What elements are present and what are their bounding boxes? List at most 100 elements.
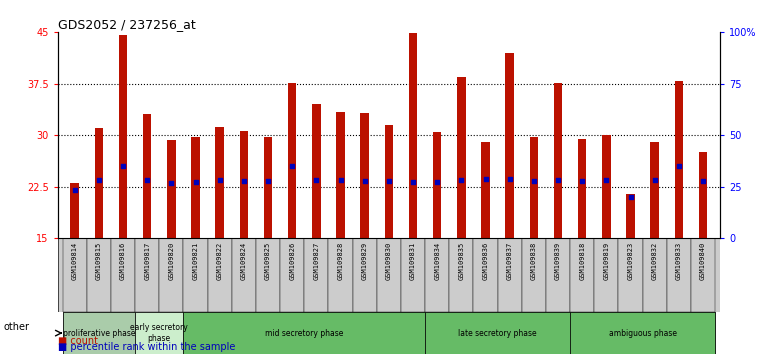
Bar bbox=[280, 239, 304, 312]
Bar bbox=[385, 125, 393, 239]
Point bbox=[141, 177, 153, 183]
Bar bbox=[481, 142, 490, 239]
Bar bbox=[216, 127, 224, 239]
Bar bbox=[626, 194, 634, 239]
Bar bbox=[312, 104, 320, 239]
Bar bbox=[288, 83, 296, 239]
Bar bbox=[167, 140, 176, 239]
Point bbox=[189, 179, 202, 185]
Point bbox=[262, 178, 274, 184]
Bar bbox=[522, 239, 546, 312]
Bar bbox=[353, 239, 377, 312]
Text: GSM109817: GSM109817 bbox=[144, 242, 150, 280]
Bar bbox=[304, 239, 329, 312]
Point bbox=[383, 178, 395, 183]
Bar bbox=[570, 239, 594, 312]
Text: GSM109819: GSM109819 bbox=[604, 242, 609, 280]
Text: GSM109831: GSM109831 bbox=[410, 242, 416, 280]
Text: GSM109838: GSM109838 bbox=[531, 242, 537, 280]
Bar bbox=[401, 239, 425, 312]
Text: GSM109830: GSM109830 bbox=[386, 242, 392, 280]
Bar bbox=[256, 239, 280, 312]
Bar bbox=[594, 239, 618, 312]
Point bbox=[527, 178, 540, 184]
Point bbox=[673, 163, 685, 169]
Bar bbox=[691, 239, 715, 312]
Bar bbox=[95, 128, 103, 239]
Bar bbox=[62, 239, 87, 312]
Bar bbox=[70, 183, 79, 239]
Bar bbox=[111, 239, 135, 312]
Bar bbox=[578, 138, 587, 239]
Point bbox=[552, 177, 564, 183]
Text: GSM109827: GSM109827 bbox=[313, 242, 320, 280]
Text: ■ percentile rank within the sample: ■ percentile rank within the sample bbox=[58, 342, 235, 353]
Text: proliferative phase: proliferative phase bbox=[62, 329, 135, 338]
Point bbox=[648, 177, 661, 183]
Bar bbox=[497, 239, 522, 312]
Text: GSM109818: GSM109818 bbox=[579, 242, 585, 280]
Text: late secretory phase: late secretory phase bbox=[458, 329, 537, 338]
Bar bbox=[208, 239, 232, 312]
Bar bbox=[546, 239, 570, 312]
Text: GSM109834: GSM109834 bbox=[434, 242, 440, 280]
Bar bbox=[183, 312, 425, 354]
Text: GSM109816: GSM109816 bbox=[120, 242, 126, 280]
Bar bbox=[433, 132, 441, 239]
Bar bbox=[183, 239, 208, 312]
Bar bbox=[505, 52, 514, 239]
Text: GSM109835: GSM109835 bbox=[458, 242, 464, 280]
Point bbox=[334, 177, 346, 183]
Point bbox=[117, 163, 129, 169]
Bar bbox=[570, 312, 715, 354]
Point bbox=[624, 194, 637, 200]
Bar bbox=[360, 113, 369, 239]
Bar bbox=[377, 239, 401, 312]
Bar bbox=[602, 135, 611, 239]
Point bbox=[600, 177, 612, 183]
Text: GSM109836: GSM109836 bbox=[483, 242, 488, 280]
Point bbox=[576, 178, 588, 184]
Bar bbox=[159, 239, 183, 312]
Text: GSM109837: GSM109837 bbox=[507, 242, 513, 280]
Text: GSM109828: GSM109828 bbox=[337, 242, 343, 280]
Point bbox=[697, 178, 709, 183]
Bar bbox=[699, 152, 708, 239]
Bar bbox=[618, 239, 643, 312]
Point bbox=[92, 177, 105, 183]
Point bbox=[213, 177, 226, 183]
Text: GSM109839: GSM109839 bbox=[555, 242, 561, 280]
Text: ambiguous phase: ambiguous phase bbox=[608, 329, 677, 338]
Text: GSM109825: GSM109825 bbox=[265, 242, 271, 280]
Text: GSM109824: GSM109824 bbox=[241, 242, 247, 280]
Text: GSM109822: GSM109822 bbox=[216, 242, 223, 280]
Text: GSM109832: GSM109832 bbox=[651, 242, 658, 280]
Bar bbox=[239, 131, 248, 239]
Point bbox=[359, 178, 371, 183]
Bar bbox=[449, 239, 474, 312]
Point bbox=[480, 176, 492, 182]
Text: GSM109840: GSM109840 bbox=[700, 242, 706, 280]
Bar bbox=[651, 142, 659, 239]
Point bbox=[407, 179, 419, 185]
Bar bbox=[135, 239, 159, 312]
Bar bbox=[119, 35, 127, 239]
Point bbox=[310, 177, 323, 183]
Text: other: other bbox=[4, 322, 30, 332]
Bar bbox=[425, 312, 570, 354]
Text: mid secretory phase: mid secretory phase bbox=[265, 329, 343, 338]
Text: GSM109814: GSM109814 bbox=[72, 242, 78, 280]
Bar bbox=[191, 137, 199, 239]
Point bbox=[431, 179, 444, 185]
Text: GSM109815: GSM109815 bbox=[95, 242, 102, 280]
Bar bbox=[675, 81, 683, 239]
Bar bbox=[264, 137, 273, 239]
Text: GSM109826: GSM109826 bbox=[290, 242, 295, 280]
Bar bbox=[554, 83, 562, 239]
Text: GDS2052 / 237256_at: GDS2052 / 237256_at bbox=[58, 18, 196, 31]
Point bbox=[69, 187, 81, 193]
Bar bbox=[409, 33, 417, 239]
Bar bbox=[336, 112, 345, 239]
Bar bbox=[232, 239, 256, 312]
Bar bbox=[643, 239, 667, 312]
